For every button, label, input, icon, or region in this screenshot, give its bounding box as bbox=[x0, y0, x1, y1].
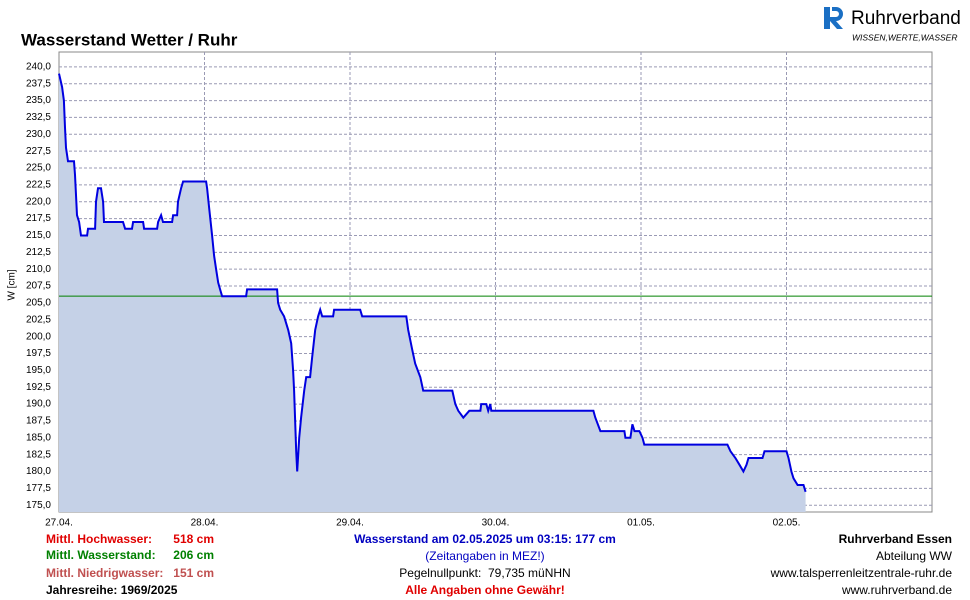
footer-label: Mittl. Niedrigwasser: bbox=[46, 566, 163, 580]
y-axis-label: W [cm] bbox=[7, 269, 18, 300]
footer: Mittl. Hochwasser: 518 cm Mittl. Wassers… bbox=[46, 532, 953, 597]
footer-dept: Abteilung WW bbox=[876, 549, 953, 563]
y-tick-label: 190,0 bbox=[26, 399, 51, 410]
x-tick-label: 27.04. bbox=[45, 518, 73, 529]
y-tick-label: 202,5 bbox=[26, 314, 51, 325]
footer-current: Wasserstand am 02.05.2025 um 03:15: 177 … bbox=[354, 532, 616, 546]
logo-icon bbox=[830, 7, 843, 29]
y-tick-label: 195,0 bbox=[26, 365, 51, 376]
y-tick-label: 210,0 bbox=[26, 264, 51, 275]
footer-years: Jahresreihe: 1969/2025 bbox=[46, 583, 178, 597]
footer-value: 151 cm bbox=[173, 566, 214, 580]
area bbox=[59, 73, 806, 512]
y-tick-label: 175,0 bbox=[26, 500, 51, 511]
logo-name: Ruhrverband bbox=[851, 8, 961, 29]
y-tick-label: 192,5 bbox=[26, 382, 51, 393]
footer-link: www.talsperrenleitzentrale-ruhr.de bbox=[770, 566, 953, 580]
y-tick-label: 237,5 bbox=[26, 78, 51, 89]
y-tick-label: 187,5 bbox=[26, 416, 51, 427]
logo-slogan: WISSEN,WERTE,WASSER bbox=[852, 32, 957, 42]
y-tick-label: 197,5 bbox=[26, 348, 51, 359]
y-tick-label: 225,0 bbox=[26, 163, 51, 174]
footer-link: www.ruhrverband.de bbox=[841, 583, 952, 597]
y-tick-label: 180,0 bbox=[26, 466, 51, 477]
y-tick-label: 235,0 bbox=[26, 95, 51, 106]
y-tick-label: 222,5 bbox=[26, 180, 51, 191]
y-tick-label: 240,0 bbox=[26, 61, 51, 72]
footer-label: Mittl. Hochwasser: bbox=[46, 532, 152, 546]
y-tick-label: 215,0 bbox=[26, 230, 51, 241]
x-tick-label: 30.04. bbox=[482, 518, 510, 529]
y-tick-label: 227,5 bbox=[26, 146, 51, 157]
line bbox=[58, 73, 807, 493]
x-tick-label: 02.05. bbox=[773, 518, 801, 529]
y-tick-label: 185,0 bbox=[26, 432, 51, 443]
y-tick-label: 207,5 bbox=[26, 281, 51, 292]
footer-value: 518 cm bbox=[173, 532, 214, 546]
footer-org: Ruhrverband Essen bbox=[839, 532, 952, 546]
footer-disclaimer: Alle Angaben ohne Gewähr! bbox=[405, 583, 565, 597]
y-tick-label: 205,0 bbox=[26, 298, 51, 309]
y-tick-label: 220,0 bbox=[26, 196, 51, 207]
footer-note: (Zeitangaben in MEZ!) bbox=[425, 549, 544, 563]
logo-icon bbox=[824, 7, 830, 29]
footer-label: Mittl. Wasserstand: bbox=[46, 548, 156, 562]
y-tick-label: 232,5 bbox=[26, 112, 51, 123]
y-tick-label: 177,5 bbox=[26, 483, 51, 494]
x-tick-label: 29.04. bbox=[336, 518, 364, 529]
footer-value: 206 cm bbox=[173, 548, 214, 562]
y-tick-label: 217,5 bbox=[26, 213, 51, 224]
y-tick-label: 182,5 bbox=[26, 449, 51, 460]
y-tick-label: 230,0 bbox=[26, 129, 51, 140]
y-tick-label: 212,5 bbox=[26, 247, 51, 258]
y-tick-label: 200,0 bbox=[26, 331, 51, 342]
x-tick-label: 28.04. bbox=[191, 518, 219, 529]
x-tick-label: 01.05. bbox=[627, 518, 655, 529]
chart-title: Wasserstand Wetter / Ruhr bbox=[21, 30, 238, 49]
footer-datum: Pegelnullpunkt: 79,735 müNHN bbox=[399, 566, 570, 580]
